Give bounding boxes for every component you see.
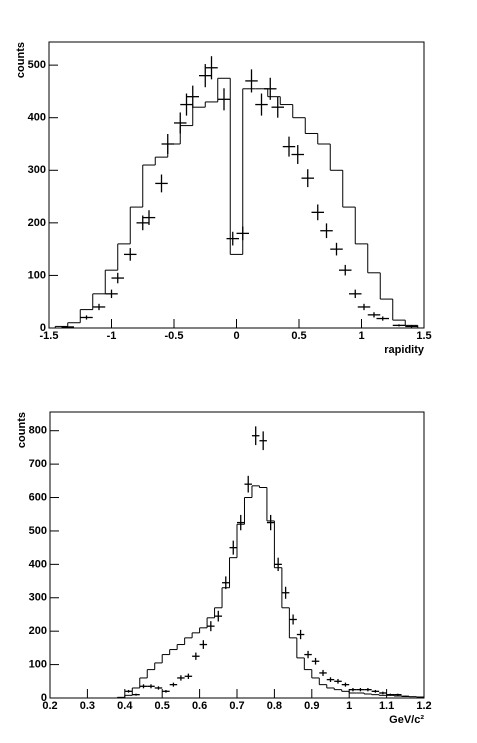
x-tick-label: 1 <box>358 330 364 342</box>
x-tick-label: -1 <box>107 330 117 342</box>
x-tick-label: 0.4 <box>117 700 133 712</box>
x-tick-label: 1.1 <box>379 700 394 712</box>
x-axis-label: GeV/c² <box>389 714 424 726</box>
x-tick-label: 0.5 <box>291 330 306 342</box>
x-tick-label: 0.5 <box>155 700 170 712</box>
y-tick-label: 500 <box>28 59 46 71</box>
y-tick-label: 700 <box>29 458 47 470</box>
x-tick-label: 0.9 <box>304 700 319 712</box>
y-tick-label: 0 <box>41 692 47 704</box>
x-tick-label: 0 <box>233 330 239 342</box>
y-axis-label: counts <box>16 412 28 448</box>
y-tick-label: 400 <box>28 112 46 124</box>
y-tick-label: 100 <box>29 658 47 670</box>
x-tick-label: 1.2 <box>416 700 431 712</box>
x-tick-label: 0.8 <box>267 700 282 712</box>
y-tick-label: 200 <box>28 217 46 229</box>
x-tick-label: 0.2 <box>42 700 57 712</box>
y-tick-label: 300 <box>28 164 46 176</box>
y-tick-label: 600 <box>29 491 47 503</box>
y-tick-label: 0 <box>40 322 46 334</box>
y-tick-label: 400 <box>29 558 47 570</box>
x-tick-label: 1.5 <box>416 330 431 342</box>
y-tick-label: 200 <box>29 625 47 637</box>
x-tick-label: 0.3 <box>80 700 95 712</box>
x-tick-label: 1 <box>346 700 352 712</box>
x-tick-label: 0.7 <box>229 700 244 712</box>
y-tick-label: 500 <box>29 525 47 537</box>
x-tick-label: 0.6 <box>192 700 207 712</box>
x-tick-label: -0.5 <box>165 330 184 342</box>
y-tick-label: 300 <box>29 592 47 604</box>
y-axis-label: counts <box>15 42 27 78</box>
y-tick-label: 800 <box>29 425 47 437</box>
y-tick-label: 100 <box>28 269 46 281</box>
x-axis-label: rapidity <box>384 344 425 356</box>
x-tick-label: -1.5 <box>40 330 59 342</box>
